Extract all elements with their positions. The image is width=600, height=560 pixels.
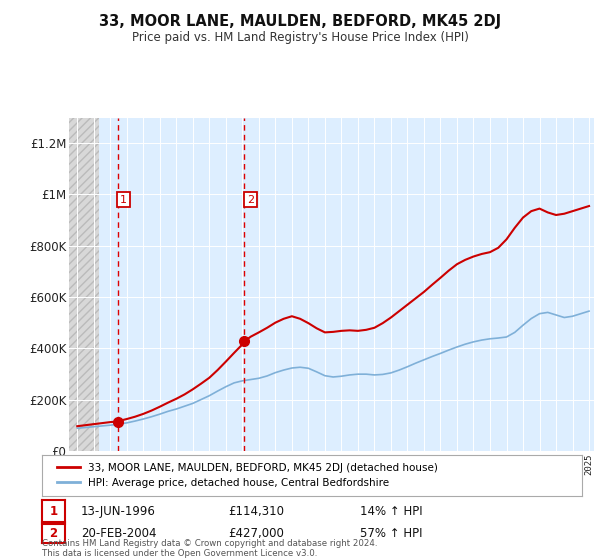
Text: £114,310: £114,310 [228, 505, 284, 518]
Text: 13-JUN-1996: 13-JUN-1996 [81, 505, 156, 518]
Text: 1: 1 [120, 195, 127, 204]
Text: 20-FEB-2004: 20-FEB-2004 [81, 527, 157, 540]
Legend: 33, MOOR LANE, MAULDEN, BEDFORD, MK45 2DJ (detached house), HPI: Average price, : 33, MOOR LANE, MAULDEN, BEDFORD, MK45 2D… [53, 459, 442, 492]
Text: £427,000: £427,000 [228, 527, 284, 540]
Text: Contains HM Land Registry data © Crown copyright and database right 2024.
This d: Contains HM Land Registry data © Crown c… [42, 539, 377, 558]
Text: Price paid vs. HM Land Registry's House Price Index (HPI): Price paid vs. HM Land Registry's House … [131, 31, 469, 44]
Text: 57% ↑ HPI: 57% ↑ HPI [360, 527, 422, 540]
Text: 2: 2 [49, 527, 58, 540]
Text: 33, MOOR LANE, MAULDEN, BEDFORD, MK45 2DJ: 33, MOOR LANE, MAULDEN, BEDFORD, MK45 2D… [99, 14, 501, 29]
Text: 1: 1 [49, 505, 58, 518]
Bar [69, 118, 99, 451]
Text: 2: 2 [247, 195, 254, 204]
Text: 14% ↑ HPI: 14% ↑ HPI [360, 505, 422, 518]
